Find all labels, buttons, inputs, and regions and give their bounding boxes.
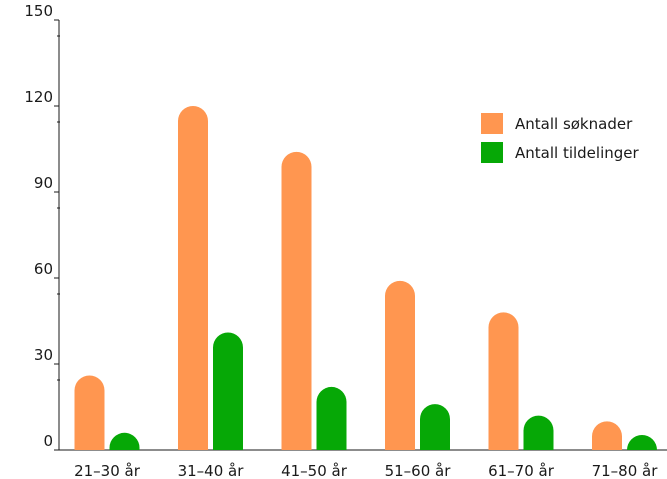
bar-tildelinger [213, 332, 243, 450]
x-tick-label: 61–70 år [488, 462, 555, 479]
y-tick-label: 150 [24, 2, 53, 20]
legend-label: Antall søknader [515, 115, 633, 133]
legend-swatch [481, 142, 503, 163]
bar-tildelinger [627, 435, 657, 450]
bar-tildelinger [420, 404, 450, 450]
bar-soknader [385, 280, 415, 450]
bar-tildelinger [109, 432, 140, 450]
bar-soknader [592, 421, 622, 450]
x-tick-label: 31–40 år [178, 462, 245, 479]
axes [58, 20, 667, 451]
y-tick-label: 60 [34, 260, 53, 278]
x-tick-labels: 21–30 år 31–40 år 41–50 år 51–60 år 61–70 år… [74, 462, 658, 479]
bar-soknader [74, 375, 105, 450]
x-tick-label: 21–30 år [74, 462, 141, 479]
legend-swatch [481, 113, 503, 134]
x-tick-label: 71–80 år [592, 462, 659, 479]
legend-label: Antall tildelinger [515, 144, 640, 162]
y-ticks: 0 30 60 90 120 150 [24, 2, 60, 451]
bar-soknader [281, 151, 312, 450]
bar-tildelinger [523, 415, 554, 450]
y-tick-label: 30 [34, 346, 53, 364]
legend: Antall søknader Antall tildelinger [481, 113, 640, 163]
y-tick-label: 90 [34, 174, 53, 192]
bars [74, 106, 657, 450]
y-tick-label: 0 [43, 432, 53, 450]
bar-soknader [178, 106, 208, 450]
x-tick-label: 41–50 år [281, 462, 348, 479]
y-tick-label: 120 [24, 88, 53, 106]
x-tick-label: 51–60 år [385, 462, 452, 479]
bar-tildelinger [316, 386, 347, 450]
bar-soknader [488, 312, 519, 450]
